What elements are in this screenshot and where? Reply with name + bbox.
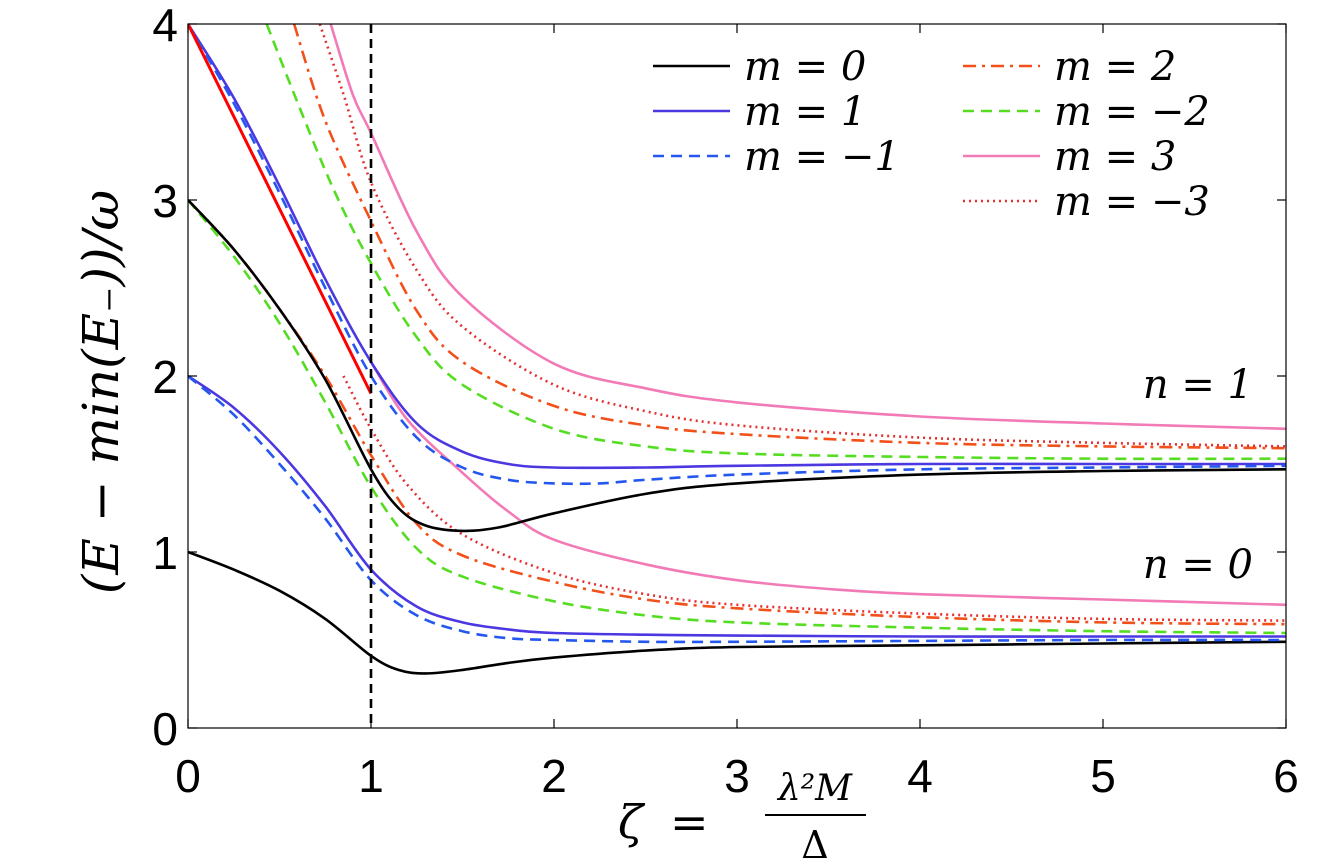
annotation-n-0: n = 0: [1143, 542, 1253, 588]
series-line-n-1-m-neg2-11: [265, 24, 1286, 461]
x-axis-label-lhs: ζ: [618, 795, 646, 849]
y-tick-label: 4: [152, 0, 178, 51]
series-line-n-0-m-0-0: [188, 550, 1286, 675]
x-tick-label: 3: [724, 750, 750, 802]
series-line-n-1-m-0-7: [188, 199, 1286, 533]
legend-label-m-2: m = 2: [1054, 44, 1176, 90]
series-line-n-0-m-3-5: [369, 361, 1286, 607]
y-tick-label: 1: [152, 527, 178, 579]
series-line-n-1-m-1-8: [188, 24, 1286, 470]
legend-label-m-neg1: m = −1: [744, 134, 900, 180]
series-line-n-1-m-neg1-9: [188, 24, 1286, 486]
x-tick-label: 2: [541, 750, 567, 802]
legend: m = 0m = 1m = −1 m = 2m = −2m = 3m = −3: [653, 44, 1210, 225]
legend-label-m-neg3: m = −3: [1054, 179, 1210, 225]
series-line-n-0-m-neg3-6: [342, 375, 1286, 622]
series-line-n-0-m-1-1: [188, 374, 1286, 638]
series-line-n-0-m-neg2-4: [188, 199, 1286, 635]
series-line-n-1-m-2-10: [292, 24, 1286, 450]
legend-label-m-neg2: m = −2: [1054, 89, 1210, 135]
y-tick-label: 3: [152, 175, 178, 227]
legend-label-m-1: m = 1: [744, 89, 866, 135]
x-tick-label: 6: [1273, 750, 1299, 802]
ticks-layer: 0 1 2 3 4 5 6 0 1 2 3 4: [152, 0, 1298, 802]
series-layer: [188, 24, 1286, 675]
legend-label-m-0: m = 0: [744, 44, 866, 90]
series-line-n-0-m-neg1-2: [188, 375, 1286, 644]
x-axis-label-numerator: λ²M: [776, 768, 853, 809]
x-tick-label: 0: [175, 750, 201, 802]
y-tick-label: 0: [152, 703, 178, 755]
x-tick-label: 5: [1090, 750, 1116, 802]
x-axis-label-eq: =: [670, 795, 709, 849]
x-tick-label: 4: [907, 750, 933, 802]
x-axis-label-denominator: Δ: [801, 823, 828, 866]
y-axis-label: (E − min(E₋))/ω: [72, 190, 130, 594]
legend-label-m-3: m = 3: [1054, 134, 1176, 180]
x-tick-label: 1: [358, 750, 384, 802]
y-tick-label: 2: [152, 351, 178, 403]
annotation-n-1: n = 1: [1143, 362, 1253, 408]
series-line-asymptote-series-14: [188, 24, 373, 395]
